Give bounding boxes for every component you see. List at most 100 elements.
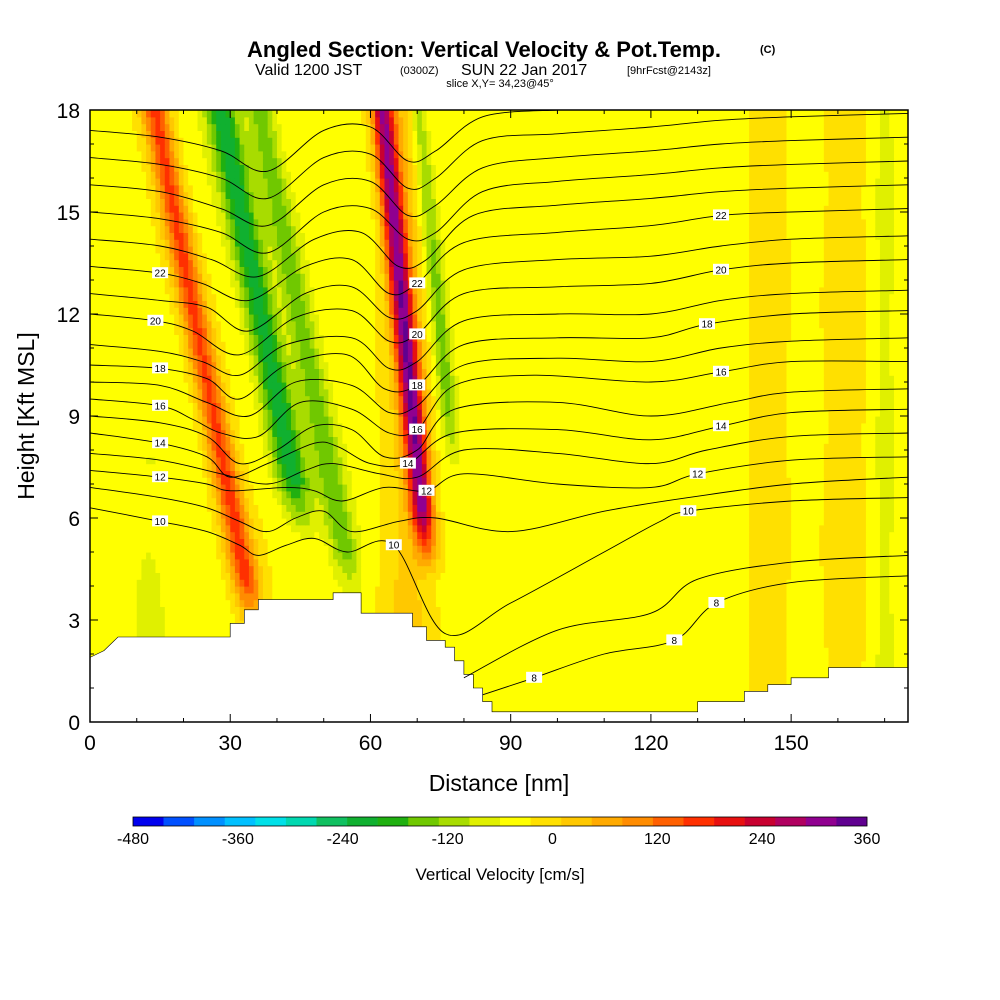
velocity-cell — [566, 613, 573, 621]
velocity-cell — [697, 545, 703, 553]
velocity-cell — [735, 688, 741, 696]
velocity-cell — [220, 586, 227, 594]
velocity-cell — [800, 667, 806, 675]
velocity-cell — [842, 592, 848, 601]
velocity-cell — [258, 552, 264, 560]
velocity-cell — [108, 531, 114, 539]
velocity-cell — [94, 572, 100, 580]
velocity-cell — [90, 647, 96, 655]
velocity-cell — [487, 660, 493, 669]
velocity-cell — [482, 572, 488, 580]
velocity-cell — [758, 626, 764, 635]
velocity-cell — [192, 531, 199, 539]
velocity-cell — [632, 654, 638, 662]
velocity-cell — [707, 565, 713, 573]
velocity-cell — [707, 660, 713, 669]
velocity-cell — [856, 626, 862, 635]
velocity-cell — [730, 538, 736, 546]
velocity-cell — [674, 538, 680, 546]
velocity-cell — [557, 599, 563, 607]
velocity-cell — [389, 565, 395, 573]
velocity-cell — [730, 613, 736, 621]
velocity-cell — [491, 565, 498, 573]
velocity-cell — [290, 531, 297, 539]
velocity-cell — [613, 586, 619, 594]
velocity-cell — [188, 572, 194, 580]
velocity-cell — [744, 613, 750, 621]
velocity-cell — [459, 538, 465, 546]
velocity-cell — [898, 599, 904, 607]
velocity-cell — [491, 558, 498, 567]
velocity-cell — [697, 531, 703, 539]
velocity-cell — [758, 572, 764, 580]
velocity-cell — [655, 586, 661, 594]
velocity-cell — [683, 558, 689, 567]
velocity-cell — [632, 674, 638, 682]
velocity-cell — [613, 599, 619, 607]
velocity-cell — [506, 599, 512, 607]
velocity-cell — [506, 538, 512, 546]
velocity-cell — [529, 599, 535, 607]
velocity-cell — [716, 688, 722, 696]
velocity-cell — [786, 654, 792, 662]
velocity-cell — [141, 579, 147, 587]
velocity-cell — [828, 565, 834, 573]
velocity-cell — [898, 565, 904, 573]
velocity-cell — [431, 538, 437, 546]
velocity-cell — [548, 565, 554, 573]
velocity-cell — [585, 647, 591, 655]
velocity-cell — [496, 586, 502, 594]
velocity-cell — [735, 674, 741, 682]
velocity-cell — [674, 606, 680, 614]
velocity-cell — [417, 565, 423, 573]
velocity-cell — [884, 586, 890, 594]
velocity-cell — [169, 552, 175, 560]
velocity-cell — [608, 599, 615, 607]
velocity-cell — [113, 626, 119, 635]
velocity-cell — [903, 545, 908, 553]
velocity-cell — [562, 647, 568, 655]
velocity-cell — [800, 531, 806, 539]
velocity-cell — [122, 586, 128, 594]
velocity-cell — [543, 620, 549, 628]
velocity-cell — [253, 531, 259, 539]
velocity-cell — [674, 558, 680, 567]
velocity-cell — [501, 620, 507, 628]
velocity-cell — [463, 620, 470, 628]
velocity-cell — [655, 654, 661, 662]
velocity-cell — [632, 565, 638, 573]
velocity-cell — [749, 640, 755, 648]
velocity-cell — [431, 626, 437, 635]
velocity-cell — [585, 640, 591, 648]
velocity-cell — [566, 620, 573, 628]
velocity-cell — [660, 558, 666, 567]
velocity-cell — [711, 558, 717, 567]
velocity-cell — [529, 558, 535, 567]
velocity-cell — [234, 524, 241, 533]
velocity-cell — [515, 688, 521, 696]
velocity-cell — [767, 586, 774, 594]
velocity-cell — [398, 565, 404, 573]
velocity-cell — [534, 592, 540, 601]
velocity-cell — [305, 565, 311, 573]
velocity-cell — [739, 654, 745, 662]
velocity-cell — [104, 572, 110, 580]
velocity-cell — [468, 552, 474, 560]
velocity-cell — [819, 647, 825, 655]
velocity-cell — [744, 572, 750, 580]
velocity-cell — [94, 558, 100, 567]
velocity-cell — [132, 524, 138, 533]
velocity-cell — [108, 579, 114, 587]
velocity-cell — [122, 558, 128, 567]
velocity-cell — [239, 558, 245, 567]
velocity-cell — [865, 579, 872, 587]
velocity-cell — [777, 558, 783, 567]
velocity-cell — [426, 599, 432, 607]
velocity-cell — [431, 592, 437, 601]
velocity-cell — [538, 545, 544, 553]
velocity-cell — [276, 579, 283, 587]
velocity-cell — [692, 599, 699, 607]
velocity-cell — [707, 667, 713, 675]
velocity-cell — [506, 633, 512, 641]
velocity-cell — [328, 572, 334, 580]
